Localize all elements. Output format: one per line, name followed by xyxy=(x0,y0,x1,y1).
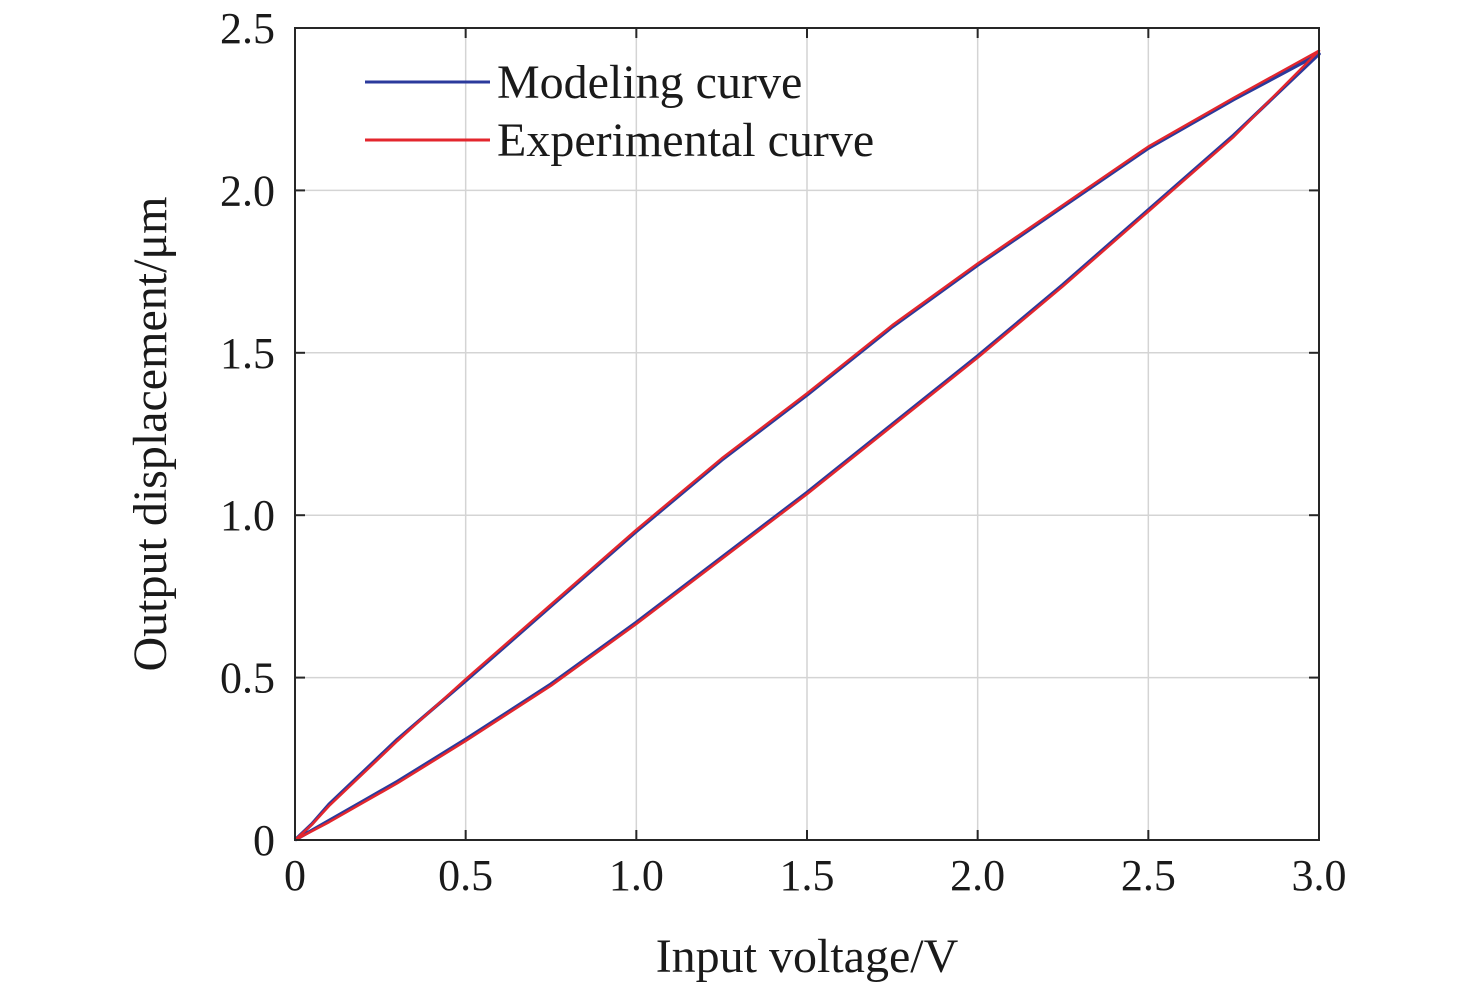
y-tick-label: 2.0 xyxy=(220,166,275,215)
x-tick-labels: 0 0.5 1.0 1.5 2.0 2.5 3.0 xyxy=(284,851,1347,900)
y-tick-label: 2.5 xyxy=(220,4,275,53)
y-axis-label: Output displacement/μm xyxy=(124,197,177,672)
y-tick-label: 0 xyxy=(253,816,275,865)
x-tick-label: 1.5 xyxy=(780,851,835,900)
x-axis-label: Input voltage/V xyxy=(656,930,959,983)
series-layer xyxy=(293,49,1321,842)
x-tick-label: 2.0 xyxy=(950,851,1005,900)
x-tick-label: 2.5 xyxy=(1121,851,1176,900)
x-tick-label: 1.0 xyxy=(609,851,664,900)
y-tick-label: 0.5 xyxy=(220,654,275,703)
y-tick-label: 1.0 xyxy=(220,491,275,540)
x-tick-label: 0.5 xyxy=(438,851,493,900)
legend-label-experimental: Experimental curve xyxy=(497,114,874,167)
series-line-experimental xyxy=(294,49,1321,842)
x-tick-label: 0 xyxy=(284,851,306,900)
ticks xyxy=(294,27,1320,841)
legend-label-modeling: Modeling curve xyxy=(497,56,802,109)
y-tick-labels: 0 0.5 1.0 1.5 2.0 2.5 xyxy=(220,4,275,865)
y-tick-label: 1.5 xyxy=(220,329,275,378)
legend: Modeling curve Experimental curve xyxy=(365,56,874,167)
x-tick-label: 3.0 xyxy=(1292,851,1347,900)
